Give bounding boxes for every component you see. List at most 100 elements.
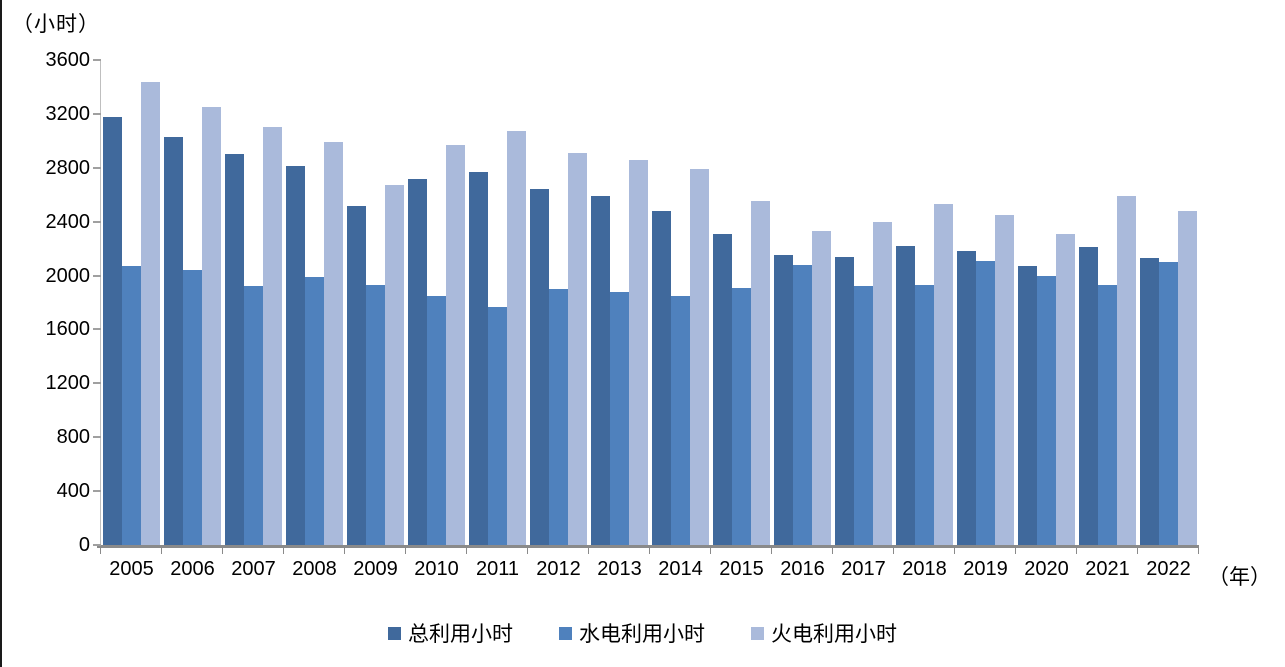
y-axis-unit-label: （小时）	[12, 13, 100, 36]
x-axis-boundary-tick	[954, 548, 955, 554]
y-axis-tick	[93, 220, 101, 223]
y-axis-tick	[93, 166, 101, 169]
y-axis-tick	[93, 328, 101, 331]
y-axis-tick	[93, 274, 101, 277]
x-axis-boundary-tick	[222, 548, 223, 554]
y-axis-tick	[93, 490, 101, 493]
bar-hydro-2021	[1097, 284, 1118, 545]
bar-thermal-2021	[1117, 196, 1137, 545]
x-axis-category-label: 2013	[597, 558, 642, 580]
x-axis-boundary-tick	[100, 548, 101, 554]
y-axis-line	[100, 60, 101, 545]
bar-total-2021	[1078, 247, 1098, 545]
bar-hydro-2005	[121, 266, 142, 545]
bar-thermal-2011	[507, 131, 527, 545]
bar-total-2010	[407, 178, 427, 545]
y-axis-tick-label: 0	[78, 534, 90, 556]
y-axis-tick	[93, 544, 101, 546]
bar-total-2012	[529, 189, 549, 545]
bar-thermal-2016	[812, 231, 832, 545]
bar-hydro-2010	[426, 295, 447, 545]
x-axis-boundary-tick	[649, 548, 650, 554]
y-axis-tick-label: 2400	[45, 210, 91, 233]
bar-total-2016	[773, 255, 793, 545]
bar-thermal-2008	[324, 142, 344, 545]
bar-hydro-2014	[670, 295, 691, 545]
bar-total-2014	[651, 210, 671, 545]
y-axis-tick-label: 3600	[45, 49, 91, 71]
x-axis-boundary-tick	[344, 548, 345, 554]
bar-total-2009	[346, 205, 366, 545]
x-axis-category-label: 2016	[780, 558, 825, 580]
x-axis-boundary-tick	[161, 548, 162, 554]
x-axis-category-label: 2010	[414, 558, 459, 580]
x-axis-boundary-tick	[710, 548, 711, 554]
bar-hydro-2013	[609, 291, 630, 545]
x-axis-boundary-tick	[832, 548, 833, 554]
bar-hydro-2016	[792, 264, 813, 545]
bar-total-2006	[163, 136, 183, 545]
y-axis-tick-label: 1200	[45, 372, 91, 395]
x-axis-boundary-tick	[466, 548, 467, 554]
y-axis-tick-label: 1600	[45, 318, 91, 341]
bar-total-2013	[590, 196, 610, 545]
bar-hydro-2008	[304, 276, 325, 545]
legend-item-hydro: 水电利用小时	[559, 618, 705, 648]
bar-total-2005	[102, 116, 122, 545]
x-axis-category-label: 2021	[1085, 558, 1130, 580]
x-axis-boundary-tick	[1015, 548, 1016, 554]
bar-hydro-2006	[182, 270, 203, 545]
x-axis-boundary-tick	[1198, 548, 1199, 554]
x-axis-category-label: 2014	[658, 558, 703, 580]
bar-hydro-2020	[1036, 275, 1057, 545]
bar-hydro-2019	[975, 260, 996, 545]
bar-hydro-2007	[243, 286, 264, 545]
x-axis-category-label: 2012	[536, 558, 581, 580]
bar-thermal-2007	[263, 127, 283, 545]
y-axis-tick-label: 400	[56, 480, 90, 503]
x-axis-category-label: 2019	[963, 558, 1008, 580]
bar-hydro-2011	[487, 306, 508, 545]
bar-total-2018	[895, 245, 915, 545]
bar-total-2007	[224, 154, 244, 545]
x-axis-boundary-tick	[1137, 548, 1138, 554]
y-axis-tick-label: 800	[56, 426, 90, 449]
bar-thermal-2006	[202, 107, 222, 545]
bar-thermal-2009	[385, 185, 405, 545]
y-axis-tick	[93, 382, 101, 385]
bar-thermal-2013	[629, 159, 649, 545]
y-axis-tick	[93, 436, 101, 439]
bar-total-2020	[1017, 266, 1037, 545]
bar-total-2019	[956, 251, 976, 545]
bar-thermal-2014	[690, 169, 710, 545]
x-axis-unit-label: （年）	[1208, 566, 1271, 589]
bar-thermal-2019	[995, 214, 1015, 545]
x-axis-boundary-tick	[1076, 548, 1077, 554]
x-axis-line	[97, 545, 1199, 548]
bar-hydro-2017	[853, 286, 874, 545]
y-axis-tick-label: 2000	[45, 264, 91, 287]
x-axis-boundary-tick	[588, 548, 589, 554]
legend-swatch-hydro	[559, 626, 572, 640]
legend-item-thermal: 火电利用小时	[751, 618, 897, 648]
y-axis-tick	[93, 59, 101, 61]
bar-hydro-2018	[914, 284, 935, 545]
x-axis-category-label: 2022	[1146, 558, 1191, 580]
x-axis-boundary-tick	[405, 548, 406, 554]
bar-total-2015	[712, 233, 732, 545]
x-axis-boundary-tick	[771, 548, 772, 554]
x-axis-category-label: 2007	[231, 558, 276, 580]
legend-swatch-total	[388, 626, 401, 640]
bar-thermal-2005	[141, 81, 161, 545]
legend-label-thermal: 火电利用小时	[771, 623, 897, 646]
x-axis-category-label: 2005	[109, 558, 154, 580]
x-axis-category-label: 2018	[902, 558, 947, 580]
bar-total-2022	[1139, 258, 1159, 545]
y-axis-tick-label: 2800	[45, 156, 91, 179]
x-axis-boundary-tick	[527, 548, 528, 554]
bar-hydro-2015	[731, 287, 752, 545]
x-axis-category-label: 2009	[353, 558, 398, 580]
y-axis-tick	[93, 112, 101, 115]
bar-thermal-2020	[1056, 233, 1076, 545]
